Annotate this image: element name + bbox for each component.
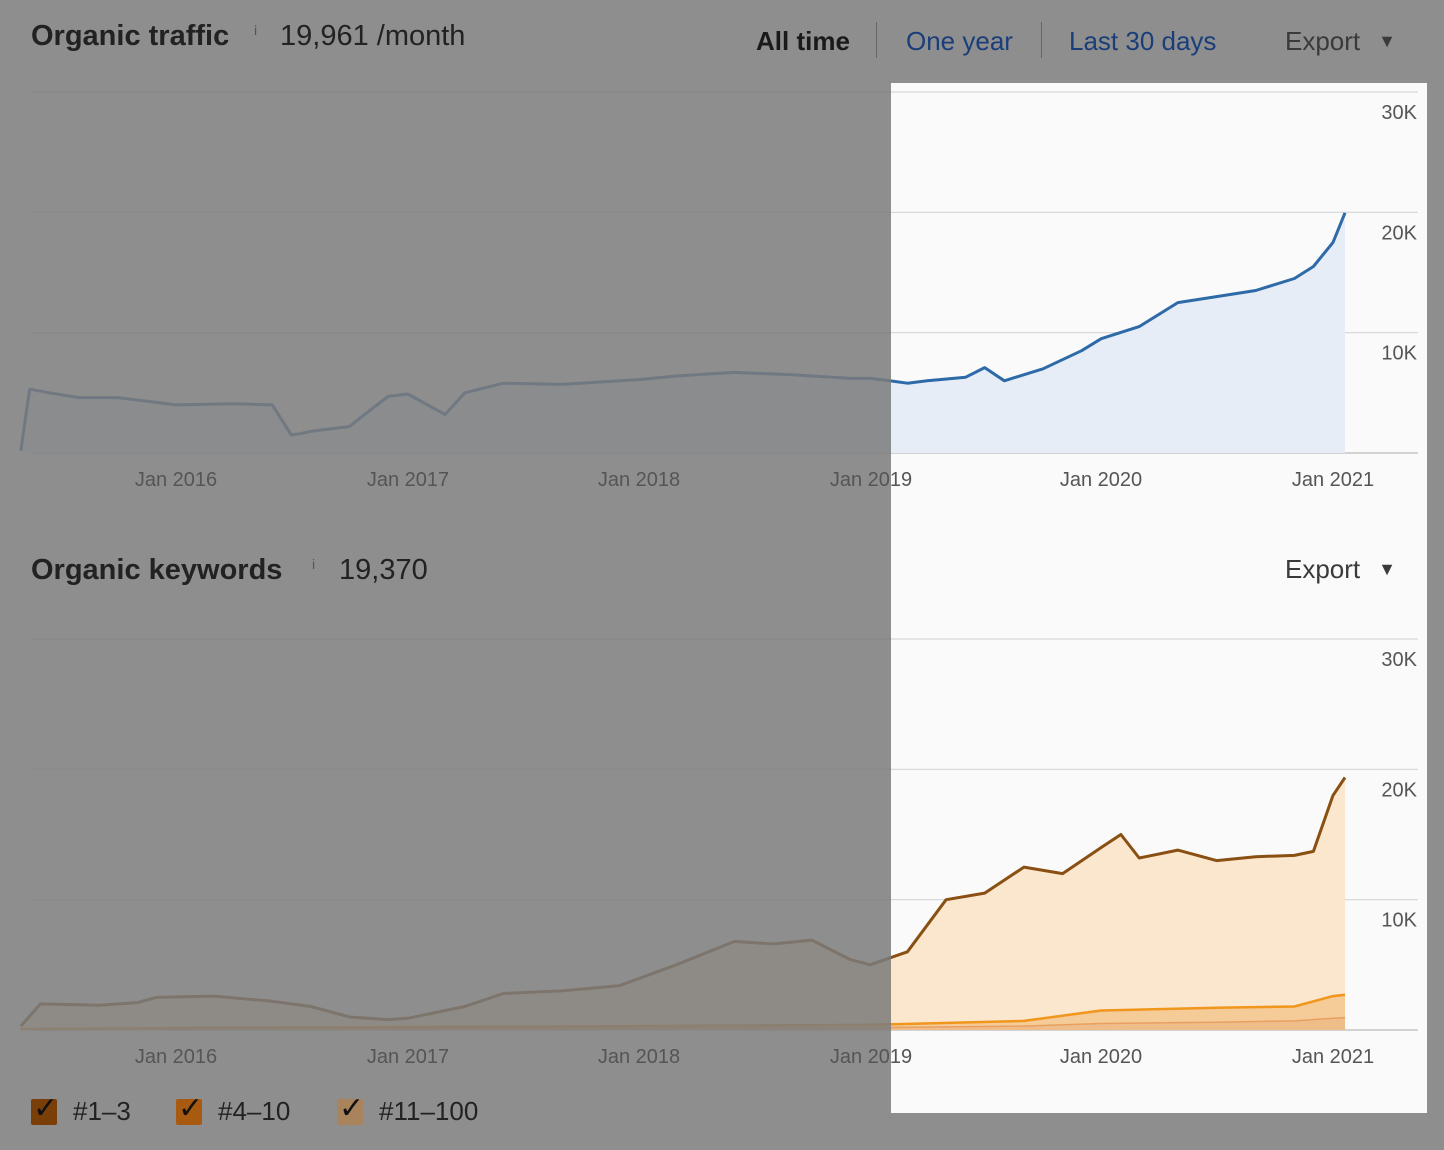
keywords-value: 19,370 (339, 554, 428, 586)
range-divider (1041, 22, 1042, 58)
x-tick-label: Jan 2019 (830, 469, 912, 491)
traffic-export-button[interactable]: Export ▼ (1285, 26, 1396, 57)
traffic-export-label: Export (1285, 26, 1361, 56)
chevron-down-icon: ▼ (1378, 31, 1396, 51)
range-all-time-tab[interactable]: All time (756, 26, 850, 56)
x-tick-label: Jan 2018 (598, 1046, 680, 1068)
chevron-down-icon: ▼ (1378, 559, 1396, 579)
y-tick-label: 10K (1381, 343, 1417, 365)
series-area-0 (20, 212, 1345, 453)
keywords-info-icon[interactable]: i (312, 556, 316, 572)
range-divider (876, 22, 877, 58)
series-area-0 (20, 777, 1345, 1030)
y-tick-label: 30K (1381, 102, 1417, 124)
tick-labels: 10K 20K 30K Jan 2016 Jan 2017 Jan 2018 Jan 201… (135, 102, 1418, 1068)
checkbox-icon: ✓ (337, 1091, 365, 1125)
legend-top-100-checkbox[interactable]: ✓ #11–100 (337, 1091, 479, 1127)
range-last-30-days-tab[interactable]: Last 30 days (1069, 26, 1217, 56)
keywords-export-button[interactable]: Export ▼ (1285, 554, 1396, 585)
x-tick-label: Jan 2016 (135, 469, 217, 491)
x-tick-label: Jan 2020 (1060, 469, 1142, 491)
legend-label: #4–10 (218, 1096, 291, 1126)
x-tick-label: Jan 2020 (1060, 1046, 1142, 1068)
overlay-left (0, 0, 891, 1150)
keywords-title: Organic keywords (31, 554, 283, 586)
overlay-top (891, 0, 1444, 83)
x-tick-label: Jan 2017 (367, 1046, 449, 1068)
legend-label: #11–100 (379, 1096, 479, 1126)
x-tick-label: Jan 2017 (367, 469, 449, 491)
overlay-bottom (891, 1113, 1444, 1150)
y-tick-label: 30K (1381, 649, 1417, 671)
x-tick-label: Jan 2019 (830, 1046, 912, 1068)
x-tick-label: Jan 2021 (1292, 469, 1374, 491)
traffic-title: Organic traffic (31, 20, 230, 52)
legend-label: #1–3 (73, 1096, 131, 1126)
y-tick-label: 10K (1381, 910, 1417, 932)
keywords-export-label: Export (1285, 554, 1361, 584)
overlay-right (1427, 83, 1444, 1113)
y-tick-label: 20K (1381, 222, 1417, 244)
traffic-info-icon[interactable]: i (254, 22, 258, 38)
legend-top-10-checkbox[interactable]: ✓ #4–10 (176, 1091, 291, 1127)
range-one-year-tab[interactable]: One year (906, 26, 1013, 56)
x-tick-label: Jan 2018 (598, 469, 680, 491)
x-tick-label: Jan 2016 (135, 1046, 217, 1068)
checkbox-icon: ✓ (31, 1091, 59, 1125)
x-tick-label: Jan 2021 (1292, 1046, 1374, 1068)
traffic-value: 19,961 /month (280, 20, 466, 52)
checkbox-icon: ✓ (176, 1091, 204, 1125)
y-tick-label: 20K (1381, 779, 1417, 801)
legend-top-3-checkbox[interactable]: ✓ #1–3 (31, 1091, 131, 1127)
